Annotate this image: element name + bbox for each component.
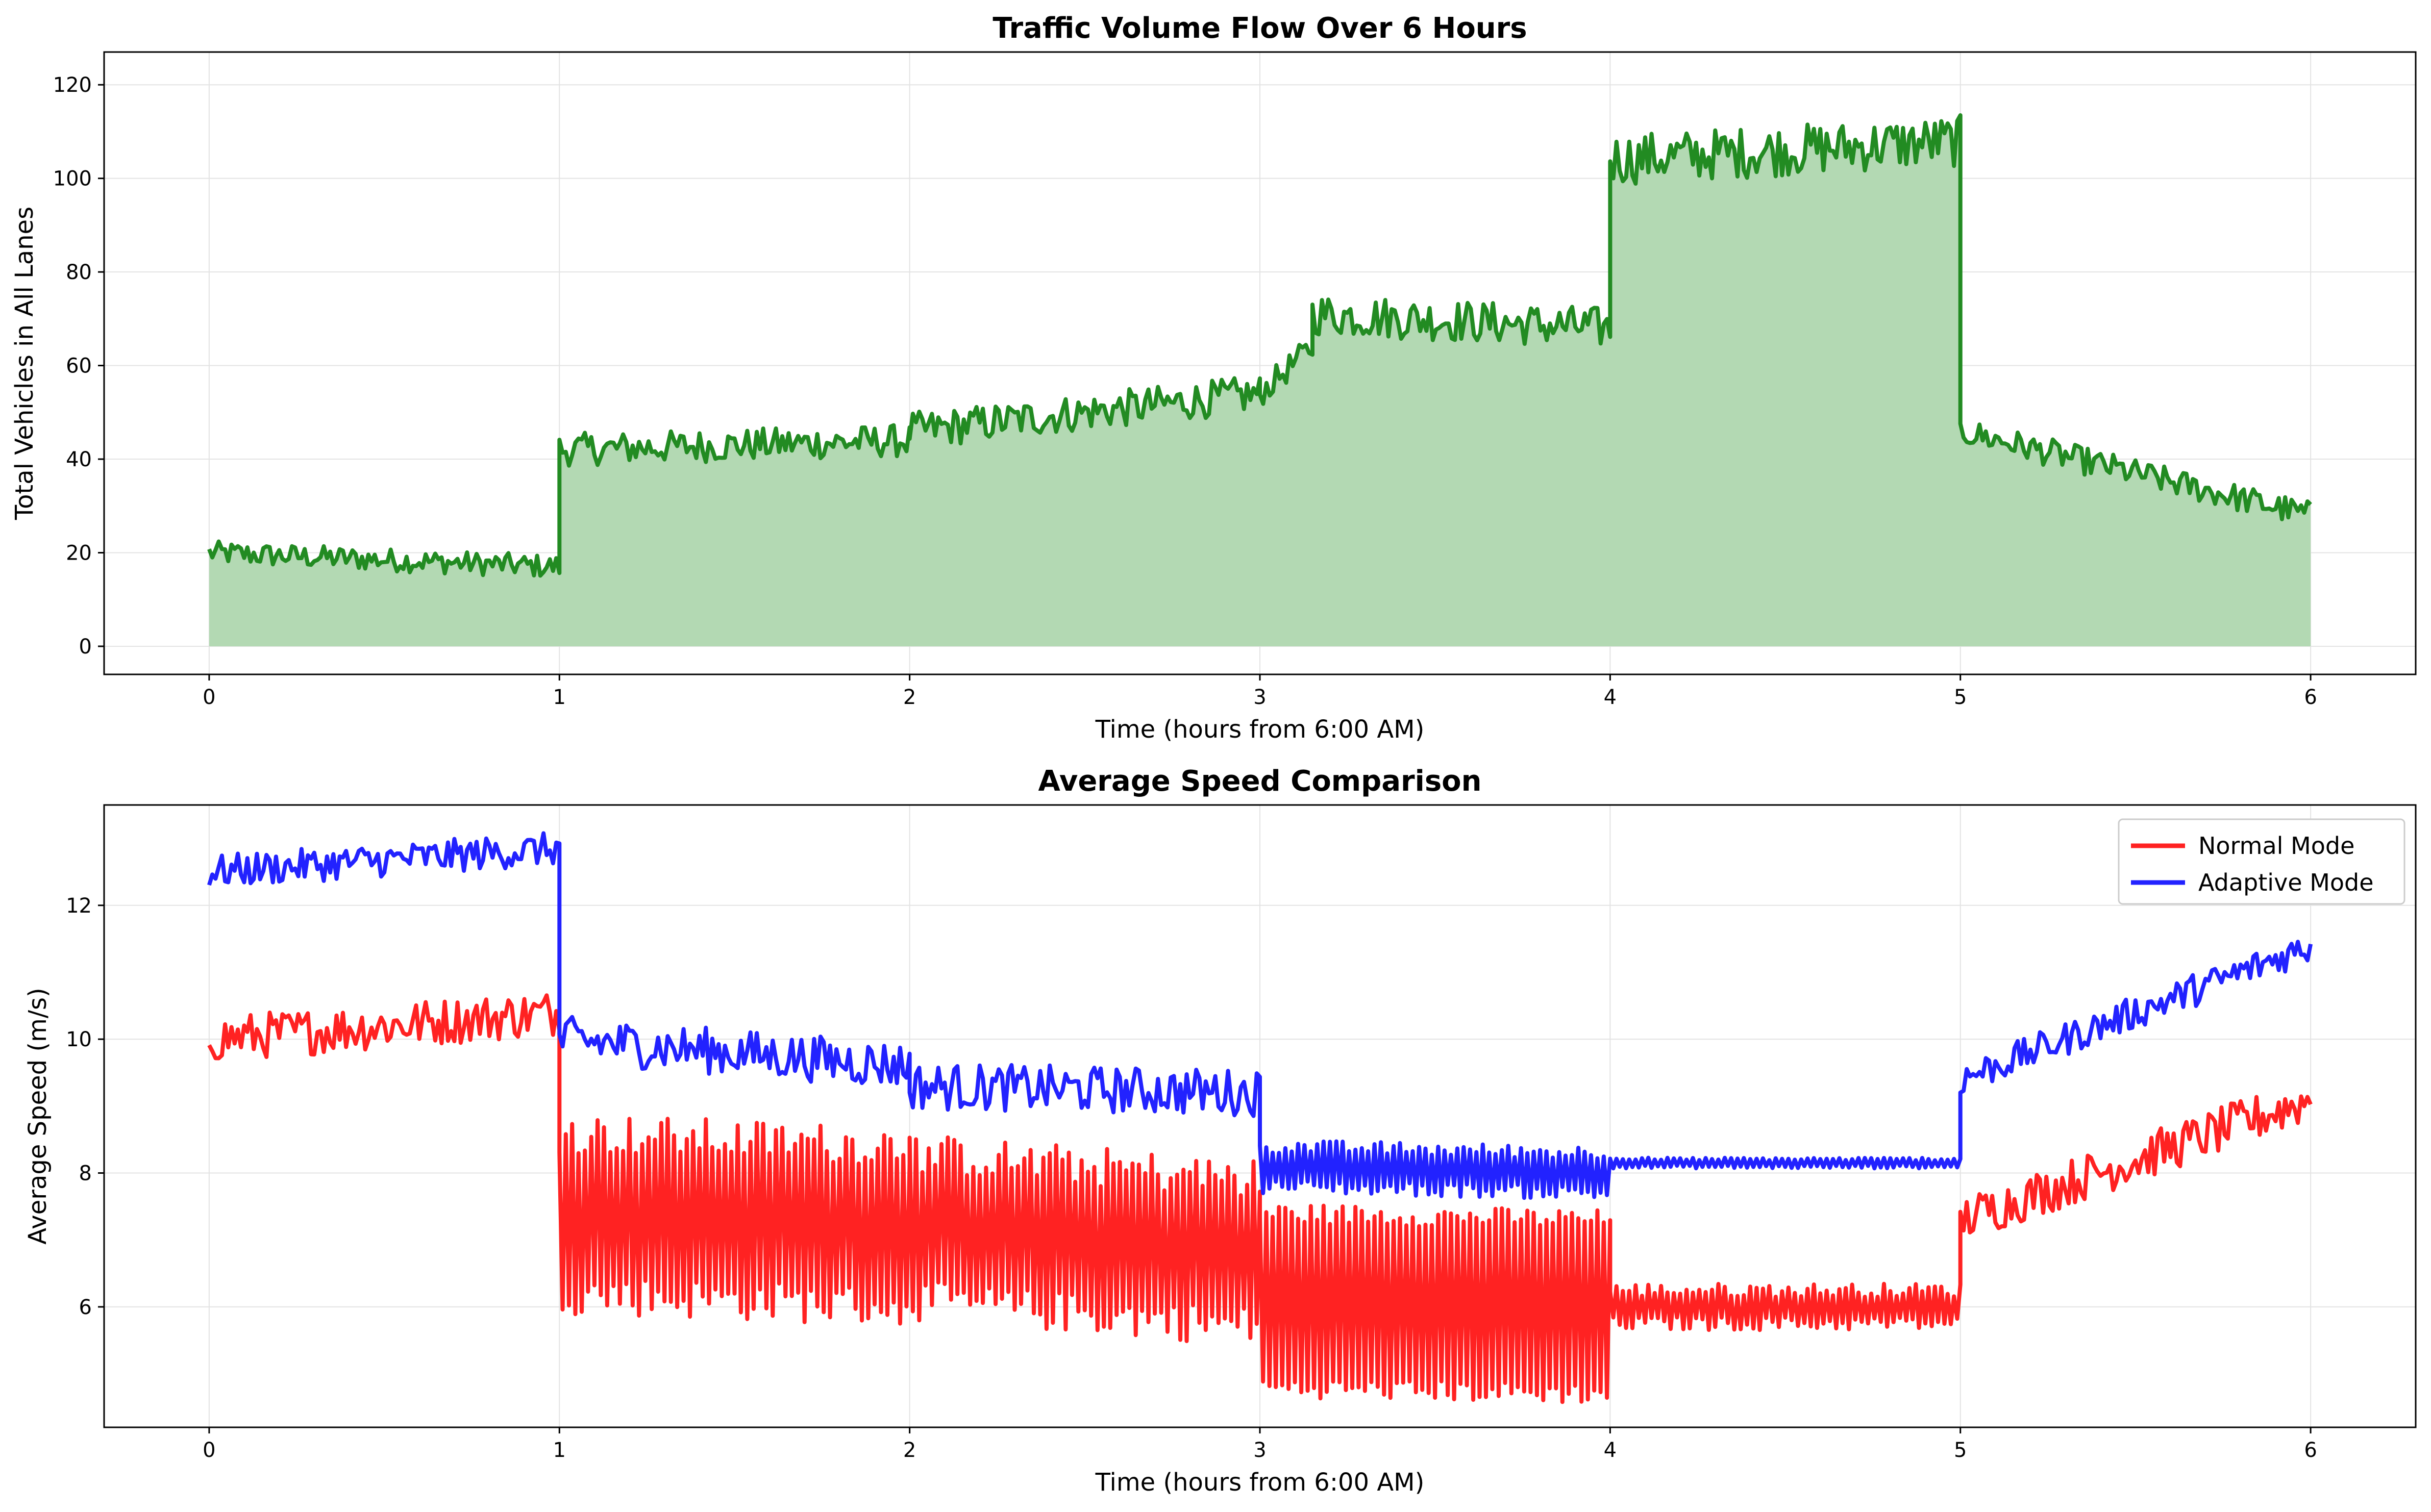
x-tick-label: 6	[2304, 1439, 2317, 1462]
y-tick-label: 20	[66, 542, 92, 565]
x-tick-label: 4	[1604, 686, 1617, 709]
y-tick-label: 8	[79, 1162, 92, 1186]
series-line-group	[207, 113, 2312, 578]
x-tick-label: 5	[1954, 1439, 1967, 1462]
y-tick-label: 100	[53, 167, 92, 191]
x-tick-label: 4	[1604, 1439, 1617, 1462]
y-axis-label: Total Vehicles in All Lanes	[10, 207, 39, 520]
y-axis-label: Average Speed (m/s)	[23, 988, 52, 1244]
y-tick-label: 120	[53, 73, 92, 97]
y-tick-label: 6	[79, 1296, 92, 1319]
y-tick-label: 40	[66, 448, 92, 471]
y-tick-label: 12	[66, 894, 92, 918]
x-tick-label: 3	[1253, 1439, 1266, 1462]
x-tick-label: 1	[553, 686, 566, 709]
x-tick-label: 2	[903, 1439, 916, 1462]
series-line-series-0	[207, 113, 2312, 578]
legend-box	[2118, 818, 2405, 905]
y-tick-label: 0	[79, 635, 92, 659]
legend-label-adaptive-mode: Adaptive Mode	[2198, 869, 2374, 896]
chart-title: Traffic Volume Flow Over 6 Hours	[993, 12, 1527, 45]
x-tick-label: 1	[553, 1439, 566, 1462]
x-tick-label: 6	[2304, 686, 2317, 709]
y-tick-label: 10	[66, 1028, 92, 1051]
legend: Normal Mode Adaptive Mode	[2118, 818, 2405, 905]
x-axis-label: Time (hours from 6:00 AM)	[1095, 715, 1425, 744]
y-tick-label: 80	[66, 261, 92, 284]
series-line-adaptive-mode	[207, 831, 2313, 1200]
x-tick-label: 0	[203, 1439, 215, 1462]
chart-title: Average Speed Comparison	[1038, 765, 1481, 798]
y-tick-label: 60	[66, 355, 92, 378]
x-tick-label: 0	[203, 686, 215, 709]
series-line-normal-mode	[207, 993, 2313, 1404]
series-line-group	[207, 831, 2313, 1404]
legend-label-normal-mode: Normal Mode	[2198, 832, 2354, 860]
x-tick-label: 5	[1954, 686, 1967, 709]
x-tick-label: 2	[903, 686, 916, 709]
x-tick-label: 3	[1253, 686, 1266, 709]
x-axis-label: Time (hours from 6:00 AM)	[1095, 1468, 1425, 1497]
